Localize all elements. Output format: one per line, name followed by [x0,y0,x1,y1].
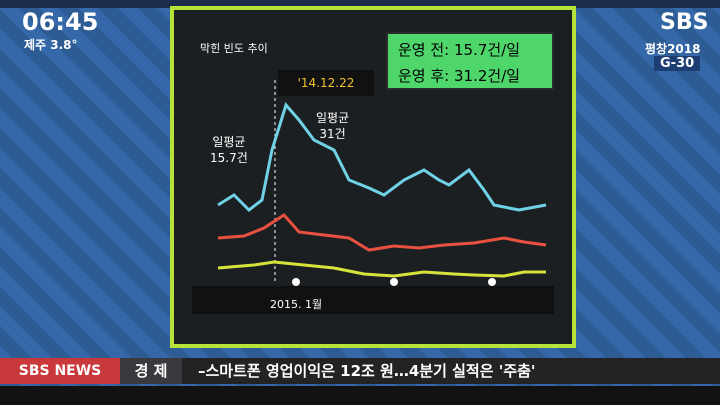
ticker-brand: SBS NEWS [0,358,120,384]
curve [217,213,547,252]
date-tag: '14.12.22 [278,70,374,96]
curve [217,260,546,278]
x-label: 2015. 1월 [270,298,323,311]
annotation: 일평균 31건 [316,110,349,142]
legend-box: 운영 전: 15.7건/일 운영 후: 31.2건/일 [386,32,554,90]
bottom-bezel [0,386,720,405]
point [292,278,300,286]
top-bezel [0,0,720,8]
countdown: G-30 [654,56,701,71]
annotation-line: 일평균 [212,135,246,149]
curve [217,101,547,212]
legend-text: 운영 후: 31.2건/일 [398,67,521,85]
ticker-section: 경 제 [120,358,182,384]
x-axis-band [192,286,554,314]
panel-title: 막힌 빈도 추이 [200,42,268,55]
annotation-line: 15.7건 [210,151,248,165]
legend-text: 운영 전: 15.7건/일 [398,41,521,59]
annotation: 일평균 15.7건 [210,134,248,166]
ticker-headline: –스마트폰 영업이익은 12조 원…4분기 실적은 '주춤' [198,362,536,380]
ticker: SBS NEWS 경 제 –스마트폰 영업이익은 12조 원…4분기 실적은 '… [0,358,720,384]
weather: 제주 3.8° [24,38,78,52]
event-logo: 평창2018 [645,42,701,56]
annotation-line: 일평균 [316,111,350,125]
chart-panel: 막힌 빈도 추이 운영 전: 15.7건/일 운영 후: 31.2건/일 '14… [170,6,576,348]
channel-logo: SBS [660,10,709,35]
clock: 06:45 [22,8,99,36]
annotation-line: 31건 [319,127,346,141]
plot [192,80,554,314]
point [488,278,496,286]
point [390,278,398,286]
